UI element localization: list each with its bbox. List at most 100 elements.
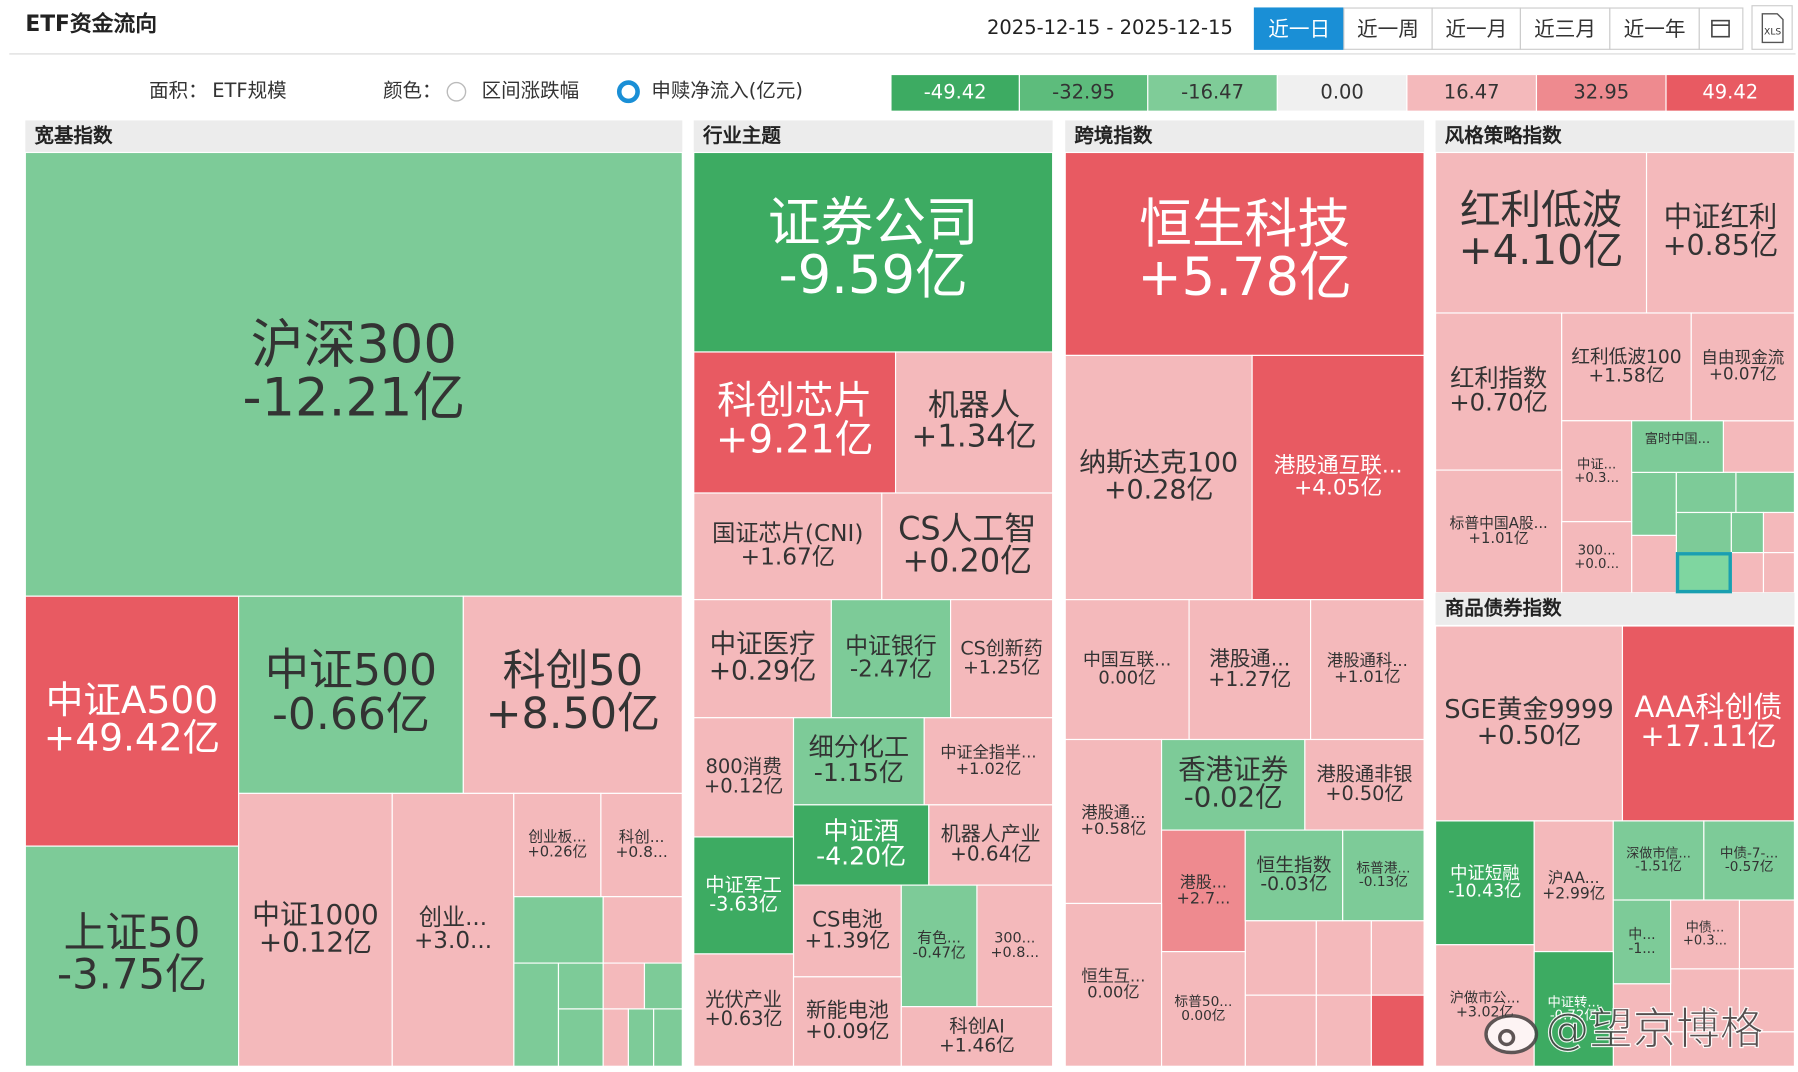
tile[interactable] [24, 595, 240, 847]
tile[interactable] [1675, 552, 1732, 594]
tile[interactable] [643, 962, 683, 1010]
tile[interactable] [1703, 820, 1796, 901]
tile[interactable] [600, 792, 683, 898]
tile[interactable] [1631, 420, 1724, 473]
tile[interactable] [238, 595, 464, 794]
tile[interactable] [1730, 552, 1765, 594]
tile-value: +8.50亿 [486, 689, 660, 739]
tile[interactable] [1670, 899, 1740, 970]
tile[interactable] [1244, 994, 1317, 1067]
tile[interactable] [1251, 354, 1425, 601]
tile[interactable] [238, 792, 393, 1067]
tile[interactable] [1621, 625, 1796, 822]
tile[interactable] [1315, 920, 1372, 996]
period-tab[interactable] [1609, 7, 1700, 50]
tile[interactable] [976, 884, 1054, 1008]
tile[interactable] [653, 1008, 683, 1067]
tile[interactable] [1342, 829, 1425, 922]
tile[interactable] [1738, 899, 1796, 970]
tile[interactable] [1533, 951, 1614, 1067]
tile[interactable] [1612, 899, 1672, 985]
tile[interactable] [1722, 420, 1796, 473]
tile[interactable] [1762, 552, 1796, 594]
tile[interactable] [1315, 994, 1372, 1067]
tile[interactable] [513, 792, 602, 898]
tile[interactable] [1434, 625, 1624, 822]
legend-label: -16.47 [1181, 80, 1244, 103]
tile[interactable] [928, 804, 1054, 886]
tile[interactable] [1370, 994, 1425, 1067]
calendar-button[interactable] [1698, 7, 1744, 50]
tile[interactable] [1304, 738, 1425, 831]
tile[interactable] [1631, 471, 1677, 536]
tile[interactable] [1435, 469, 1563, 594]
tile[interactable] [602, 896, 683, 964]
tile-value: +0.12亿 [704, 775, 783, 798]
tile-name: 港股通... [1209, 646, 1290, 670]
tile[interactable] [1244, 920, 1317, 996]
tile[interactable] [900, 1006, 1054, 1067]
tile[interactable] [1730, 511, 1765, 554]
tile[interactable] [24, 151, 683, 597]
legend-swatch [1665, 73, 1796, 112]
tile[interactable] [1064, 902, 1163, 1067]
tile[interactable] [693, 151, 1054, 353]
tile[interactable] [1631, 534, 1677, 594]
tile[interactable] [1064, 599, 1190, 741]
tile[interactable] [900, 884, 978, 1008]
tile-value: +1.58亿 [1589, 366, 1665, 387]
tile[interactable] [1738, 968, 1796, 1033]
tile[interactable] [1160, 738, 1306, 831]
tile[interactable] [602, 1008, 629, 1067]
tile[interactable] [513, 962, 560, 1067]
tile[interactable] [1690, 312, 1796, 422]
radio-button[interactable] [616, 80, 640, 104]
tile[interactable] [792, 884, 902, 978]
tile[interactable] [1762, 511, 1796, 554]
period-tab[interactable] [1519, 7, 1611, 50]
period-tab[interactable] [1343, 7, 1433, 50]
area-value: ETF规模 [212, 79, 286, 102]
tile[interactable] [1160, 951, 1246, 1067]
tile[interactable] [1735, 471, 1796, 514]
section-title: 风格策略指数 [1445, 124, 1562, 147]
tile[interactable] [1064, 738, 1163, 905]
tile[interactable] [513, 896, 604, 964]
tile[interactable] [693, 836, 795, 955]
tile[interactable] [1188, 599, 1312, 741]
date-range[interactable]: 2025-12-15 - 2025-12-15 [987, 16, 1233, 39]
tile[interactable] [1561, 312, 1692, 422]
tile[interactable] [1645, 151, 1796, 314]
tile[interactable] [1435, 820, 1535, 946]
period-tab[interactable] [1431, 7, 1521, 50]
tile[interactable] [1561, 521, 1633, 594]
tile[interactable] [1310, 599, 1425, 741]
period-tab[interactable] [1253, 7, 1345, 50]
tile-value: +0.85亿 [1663, 229, 1779, 262]
tile[interactable] [557, 962, 604, 1010]
tile[interactable] [1435, 312, 1563, 471]
tile[interactable] [1244, 829, 1344, 922]
tile[interactable] [1670, 1031, 1796, 1067]
tile[interactable] [693, 492, 883, 601]
tile[interactable] [1370, 920, 1425, 996]
tile[interactable] [391, 792, 515, 1067]
tile-name: CS人工智 [898, 509, 1036, 547]
tile[interactable] [462, 595, 683, 794]
tile[interactable] [1675, 471, 1737, 514]
tile[interactable] [693, 717, 795, 838]
tile[interactable] [24, 845, 240, 1067]
tile[interactable] [627, 1008, 655, 1067]
tile[interactable] [602, 962, 646, 1010]
tile[interactable] [1533, 820, 1614, 953]
tile[interactable] [1064, 151, 1425, 356]
tile[interactable] [693, 953, 795, 1067]
tile-name: 科创AI [949, 1017, 1004, 1038]
tile[interactable] [894, 351, 1054, 494]
tile[interactable] [557, 1008, 604, 1067]
tile[interactable] [881, 492, 1054, 601]
tile[interactable] [1675, 511, 1732, 554]
tile[interactable] [1612, 820, 1705, 901]
radio-button[interactable] [446, 81, 467, 102]
tile[interactable] [1160, 829, 1246, 953]
